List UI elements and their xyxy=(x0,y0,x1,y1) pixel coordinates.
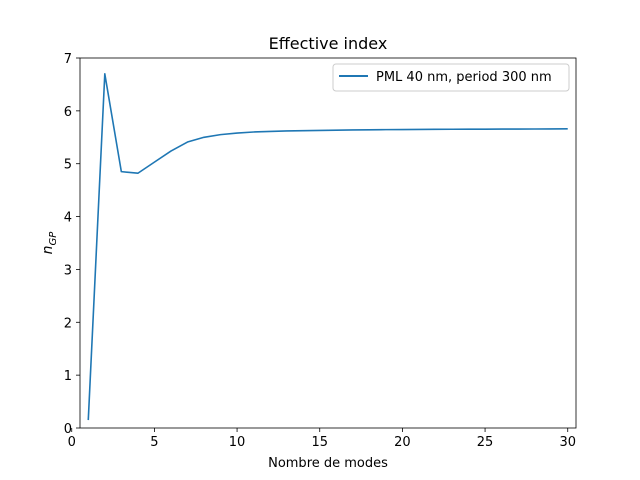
y-tick-label: 0 xyxy=(64,422,72,437)
y-axis-label: nGP xyxy=(40,231,59,255)
legend-label: PML 40 nm, period 300 nm xyxy=(376,70,552,85)
axes-frame xyxy=(79,57,577,429)
x-tick-label: 0 xyxy=(68,435,76,450)
x-tick-label: 30 xyxy=(559,435,576,450)
y-tick-label: 5 xyxy=(64,158,72,173)
y-tick-label: 3 xyxy=(64,263,72,278)
series-line xyxy=(87,73,568,421)
x-tick-label: 15 xyxy=(311,435,328,450)
y-tick-label: 7 xyxy=(64,52,72,67)
plot-area xyxy=(87,73,568,421)
y-tick-label: 2 xyxy=(64,316,72,331)
x-axis: 0 5 10 15 20 25 30 xyxy=(68,428,576,450)
legend: PML 40 nm, period 300 nm xyxy=(332,63,570,92)
x-tick-label: 5 xyxy=(150,435,158,450)
x-axis-label: Nombre de modes xyxy=(268,456,388,471)
y-tick-label: 1 xyxy=(64,369,72,384)
legend-box xyxy=(332,63,570,92)
y-tick-label: 4 xyxy=(64,211,72,226)
x-tick-label: 10 xyxy=(229,435,246,450)
chart-title: Effective index xyxy=(269,34,388,53)
x-tick-label: 25 xyxy=(477,435,494,450)
x-tick-label: 20 xyxy=(394,435,411,450)
y-tick-label: 6 xyxy=(64,105,72,120)
y-axis-label-main: n xyxy=(40,245,56,254)
y-axis: 0 1 2 3 4 5 6 7 xyxy=(64,52,80,437)
y-axis-label-sub: GP xyxy=(48,231,59,246)
